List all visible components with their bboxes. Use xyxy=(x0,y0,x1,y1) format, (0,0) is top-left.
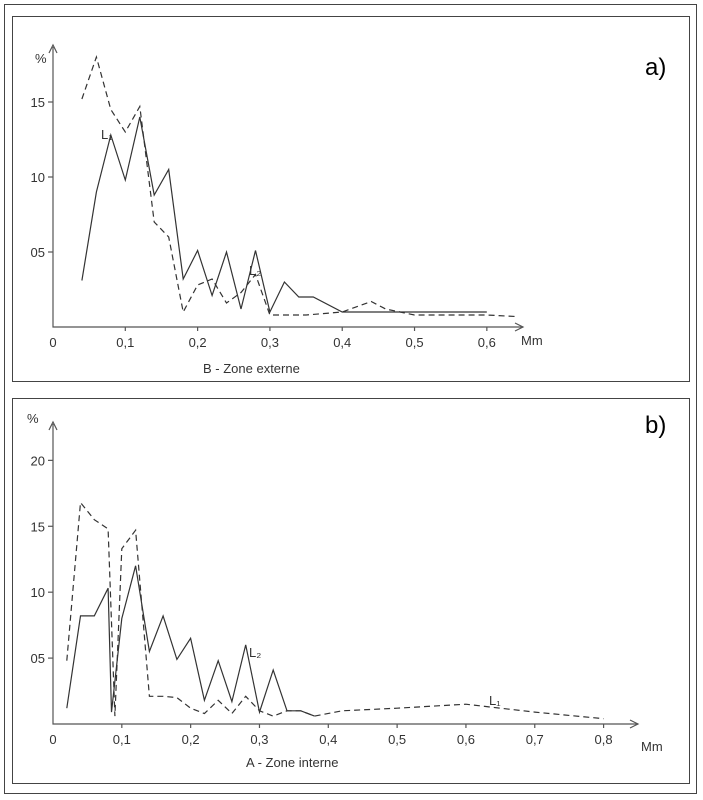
x-axis-arrow xyxy=(514,322,525,332)
y-tick-label: 15 xyxy=(31,95,45,110)
series-line-l1 xyxy=(81,54,516,318)
x-tick-label: 0,6 xyxy=(478,335,496,350)
panel-label: a) xyxy=(645,54,666,81)
x-axis-unit: Mm xyxy=(641,739,663,754)
y-axis-arrow xyxy=(48,43,58,54)
y-axis-arrow xyxy=(48,420,58,431)
figure-frame xyxy=(4,4,697,794)
axis-lines xyxy=(52,47,523,328)
x-tick-label: 0,1 xyxy=(116,335,134,350)
x-tick-label: 0,7 xyxy=(526,732,544,747)
x-tick-label: 0,6 xyxy=(457,732,475,747)
y-tick-label: 10 xyxy=(31,170,45,185)
series-label-l2: L₂ xyxy=(249,645,261,660)
x-axis-arrow xyxy=(629,719,640,729)
x-axis-unit: Mm xyxy=(521,333,543,348)
chart-b: 05 10 15 20 0 0,1 0,2 0,3 0,4 0,5 0,6 0,7 0,8 L₁ L₂ b) M… xyxy=(27,411,666,770)
series-line-l2 xyxy=(81,116,487,314)
y-tick-label: 20 xyxy=(31,453,45,468)
chart-caption: B - Zone externe xyxy=(203,361,300,376)
x-tick-label: 0,2 xyxy=(182,732,200,747)
x-tick-label: 0,1 xyxy=(113,732,131,747)
series-label-l2: L₂ xyxy=(249,263,261,278)
panel-b: 05 10 15 20 0 0,1 0,2 0,3 0,4 0,5 0,6 0,7 0,8 L₁ L₂ b) M… xyxy=(12,398,690,784)
x-tick-label: 0,5 xyxy=(405,335,423,350)
axis-lines xyxy=(52,424,638,725)
y-axis-unit: % xyxy=(27,411,39,426)
series-line-l1 xyxy=(66,500,604,720)
y-tick-label: 10 xyxy=(31,585,45,600)
x-tick-label: 0,3 xyxy=(261,335,279,350)
y-tick-label: 05 xyxy=(31,245,45,260)
y-tick-label: 15 xyxy=(31,519,45,534)
x-tick-label: 0 xyxy=(49,335,56,350)
x-tick-label: 0,4 xyxy=(319,732,337,747)
y-tick-label: 05 xyxy=(31,651,45,666)
y-axis-unit: % xyxy=(35,51,47,66)
series-line-l2 xyxy=(66,565,315,717)
chart-caption: A - Zone interne xyxy=(246,755,339,770)
series-label-l1: L₁ xyxy=(101,127,113,142)
chart-a: 05 10 15 0 0,1 0,2 0,3 0,4 0,5 0,6 L₁ L₂ a) Mm% B - Zo… xyxy=(31,43,666,376)
panel-a: 05 10 15 0 0,1 0,2 0,3 0,4 0,5 0,6 L₁ L₂ a) Mm% B - Zo… xyxy=(12,16,690,382)
x-tick-label: 0,4 xyxy=(333,335,351,350)
x-tick-label: 0 xyxy=(49,732,56,747)
x-tick-label: 0,8 xyxy=(595,732,613,747)
x-tick-label: 0,2 xyxy=(189,335,207,350)
x-tick-label: 0,3 xyxy=(250,732,268,747)
x-tick-label: 0,5 xyxy=(388,732,406,747)
series-label-l1: L₁ xyxy=(489,693,501,708)
panel-label: b) xyxy=(645,412,666,439)
